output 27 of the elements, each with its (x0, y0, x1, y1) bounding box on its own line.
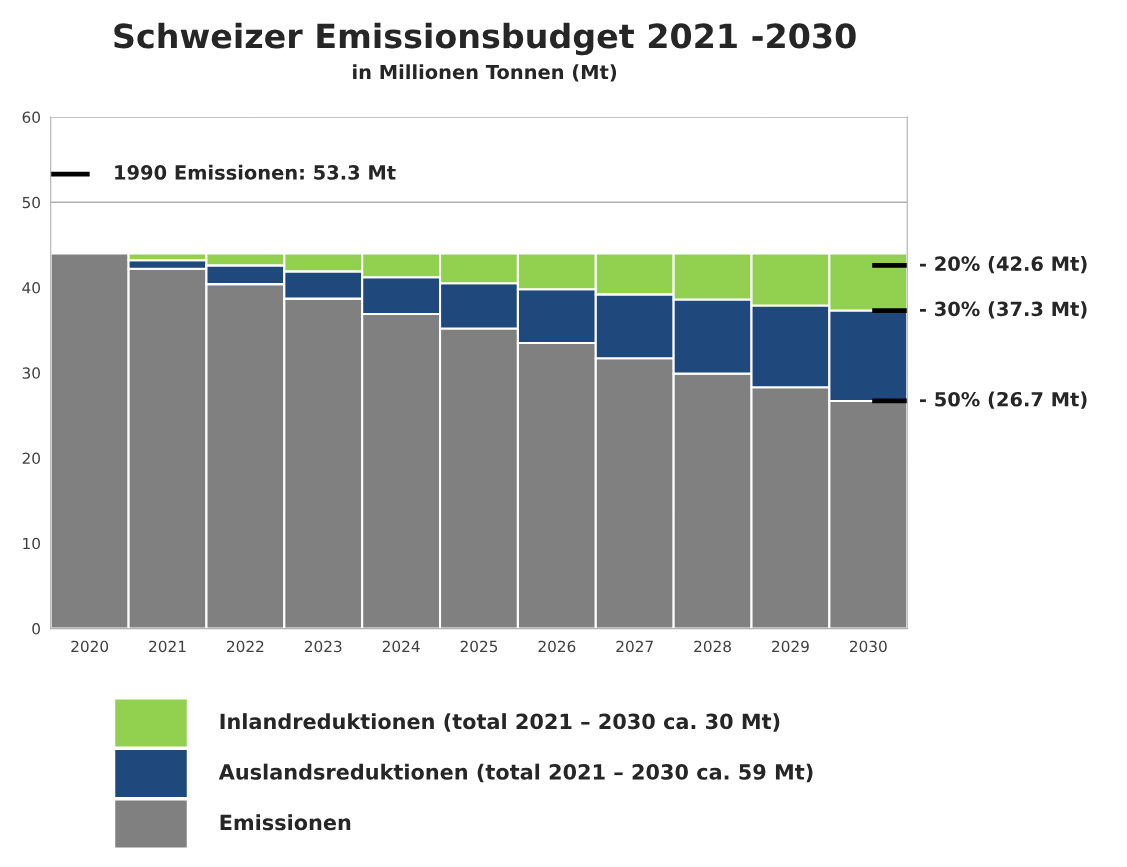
y-tick-label: 0 (32, 623, 40, 635)
ref-line-label: - 50% (26.7 Mt) (919, 391, 1087, 409)
x-tick-label: 2025 (460, 640, 498, 653)
x-tick-label: 2026 (538, 640, 576, 653)
x-tick-label: 2027 (616, 640, 653, 653)
x-tick-label: 2024 (382, 640, 420, 653)
x-tick-label: 2029 (772, 640, 809, 653)
y-tick-label: 30 (22, 367, 40, 379)
x-tick-label: 2028 (694, 640, 731, 653)
ref-line-label: - 30% (37.3 Mt) (919, 301, 1087, 319)
y-tick-label: 20 (22, 452, 40, 465)
y-tick-label: 50 (22, 196, 40, 209)
legend-label: Emissionen (220, 814, 351, 831)
legend-label: Inlandreduktionen (total 2021 – 2030 ca. 30 Mt) (220, 713, 780, 732)
y-tick-label: 60 (22, 111, 40, 124)
y-tick-label: 40 (22, 282, 40, 294)
x-tick-label: 2030 (849, 640, 887, 653)
legend-label: Auslandsreduktionen (total 2021 – 2030 ca. 59 Mt) (218, 763, 813, 783)
x-tick-label: 2022 (227, 640, 264, 653)
chart-subtitle: in Millionen Tonnen (Mt) (353, 64, 617, 82)
y-tick-label: 10 (23, 537, 40, 550)
ref-line-label: - 20% (42.6 Mt) (919, 256, 1087, 274)
chart-title: Schweizer Emissionsbudget 2021 -2030 (114, 22, 856, 56)
ref-line-label: 1990 Emissionen: 53.3 Mt (115, 164, 396, 180)
x-tick-label: 2023 (304, 640, 342, 653)
x-tick-label: 2020 (71, 640, 109, 653)
x-tick-label: 2021 (149, 640, 186, 653)
